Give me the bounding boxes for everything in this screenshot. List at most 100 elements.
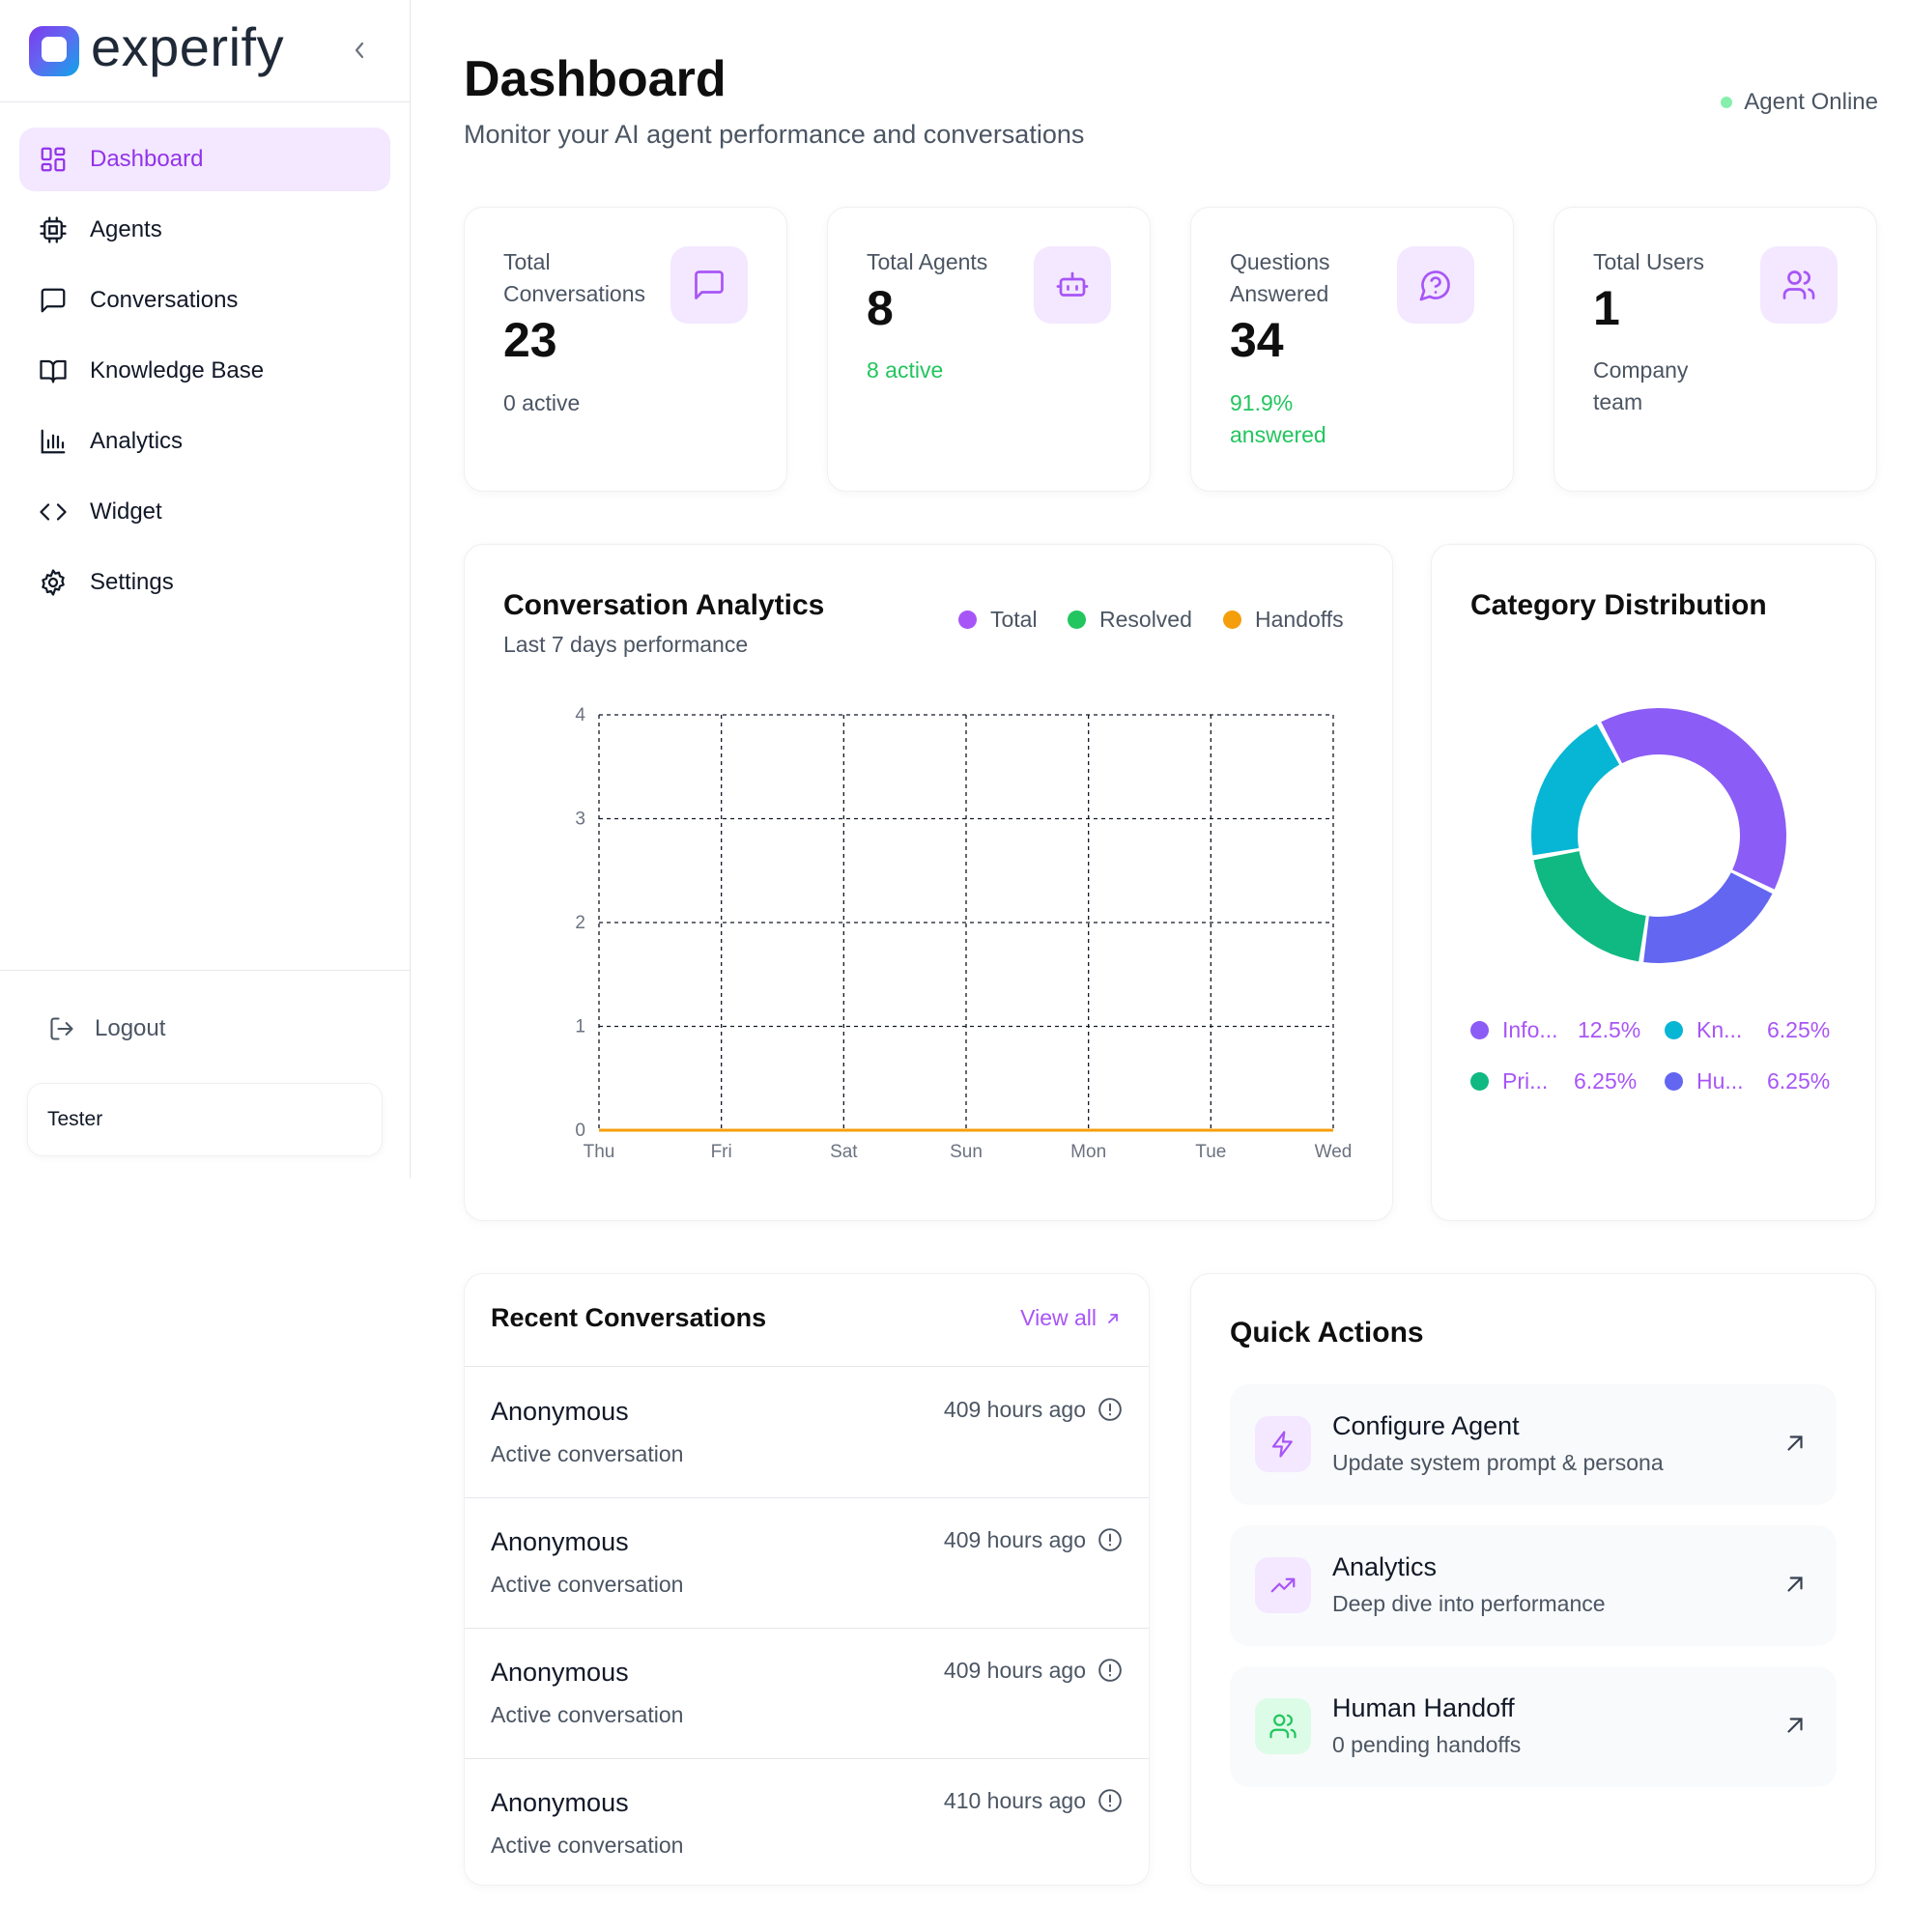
category-value: 6.25%: [1574, 1068, 1638, 1094]
sidebar-item-settings[interactable]: Settings: [19, 551, 390, 614]
x-tick-label: Thu: [584, 1142, 615, 1162]
stat-label: Questions Answered: [1230, 249, 1330, 306]
legend-item-resolved: Resolved: [1068, 607, 1192, 633]
alert-circle-icon: [1098, 1789, 1122, 1812]
chevron-left-icon: [355, 42, 364, 59]
quick-action-subtitle: Deep dive into performance: [1332, 1591, 1606, 1616]
sidebar-item-conversations[interactable]: Conversations: [19, 269, 390, 332]
category-value: 6.25%: [1767, 1068, 1831, 1094]
donut-slice[interactable]: [1533, 851, 1646, 962]
conversation-status: Active conversation: [491, 1572, 684, 1597]
arrow-up-right-icon: [1787, 1718, 1803, 1733]
conversation-row[interactable]: Anonymous Active conversation 409 hours …: [465, 1368, 1149, 1498]
conversation-row[interactable]: Anonymous Active conversation 409 hours …: [465, 1629, 1149, 1759]
category-legend-item: Pri...: [1470, 1068, 1548, 1094]
user-profile[interactable]: Tester: [27, 1083, 383, 1156]
quick-action-analytics[interactable]: Analytics Deep dive into performance: [1230, 1525, 1837, 1646]
legend-dot: [958, 611, 977, 629]
brand: experify: [0, 0, 410, 102]
users-icon: [1760, 246, 1838, 324]
cpu-icon: [39, 215, 68, 244]
user-name: Tester: [47, 1108, 103, 1130]
brand-logo: [29, 25, 79, 76]
conversation-time: 410 hours ago: [943, 1788, 1086, 1813]
donut-slice[interactable]: [1643, 872, 1773, 963]
sidebar-item-analytics[interactable]: Analytics: [19, 410, 390, 473]
arrow-up-right-icon: [1787, 1435, 1803, 1451]
stat-value: 23: [503, 313, 557, 367]
x-tick-label: Sun: [950, 1142, 983, 1162]
help-message-icon: [1397, 246, 1474, 324]
quick-action-title: Analytics: [1332, 1552, 1438, 1581]
legend-label: Total: [990, 607, 1038, 632]
quick-action-title: Human Handoff: [1332, 1693, 1515, 1722]
arrow-up-right-icon: [1108, 1313, 1118, 1323]
sidebar-item-knowledge-base[interactable]: Knowledge Base: [19, 339, 390, 403]
sidebar-item-label: Widget: [90, 498, 162, 525]
category-name: Info...: [1502, 1017, 1558, 1042]
legend-dot: [1665, 1021, 1683, 1039]
legend-dot: [1470, 1021, 1489, 1039]
conversation-row[interactable]: Anonymous Active conversation 410 hours …: [465, 1759, 1149, 1885]
quick-action-configure-agent[interactable]: Configure Agent Update system prompt & p…: [1230, 1384, 1837, 1505]
conversation-name: Anonymous: [491, 1527, 629, 1556]
legend-label: Handoffs: [1255, 607, 1344, 632]
sidebar-item-label: Knowledge Base: [90, 357, 265, 384]
legend-dot: [1223, 611, 1241, 629]
legend-item-total: Total: [958, 607, 1038, 633]
sidebar: experify Dashboard Agents Conversations: [0, 0, 411, 1179]
bar-chart-icon: [39, 427, 68, 456]
book-open-icon: [39, 356, 68, 385]
stat-label: Total Conversations: [503, 249, 646, 306]
y-tick-label: 2: [575, 913, 585, 933]
logout-button[interactable]: Logout: [48, 1015, 165, 1042]
y-tick-label: 3: [575, 810, 585, 830]
sidebar-item-agents[interactable]: Agents: [19, 198, 390, 262]
collapse-sidebar-button[interactable]: [346, 33, 373, 68]
conversation-row[interactable]: Anonymous Active conversation 409 hours …: [465, 1498, 1149, 1629]
layout-dashboard-icon: [39, 145, 68, 174]
sidebar-item-label: Dashboard: [90, 146, 204, 172]
quick-actions-title: Quick Actions: [1230, 1317, 1424, 1349]
y-tick-label: 0: [575, 1121, 585, 1141]
x-tick-label: Mon: [1070, 1142, 1106, 1162]
sidebar-footer: Logout Tester: [0, 970, 411, 1179]
code-icon: [39, 497, 68, 526]
sidebar-item-dashboard[interactable]: Dashboard: [19, 128, 390, 191]
conversation-time: 409 hours ago: [943, 1658, 1086, 1683]
quick-action-human-handoff[interactable]: Human Handoff 0 pending handoffs: [1230, 1666, 1837, 1787]
stat-sub: 91.9% answered: [1230, 390, 1326, 447]
donut-slice[interactable]: [1601, 708, 1786, 890]
conversation-analytics-card: Conversation Analytics Last 7 days perfo…: [464, 544, 1393, 1221]
y-tick-label: 4: [575, 705, 585, 725]
category-legend-item: Info...: [1470, 1017, 1558, 1043]
page-title: Dashboard: [464, 51, 727, 107]
x-tick-label: Tue: [1195, 1142, 1226, 1162]
brand-name: experify: [91, 16, 285, 77]
recent-conversations-card: Recent Conversations View all Anonymous …: [464, 1273, 1150, 1886]
recent-header: Recent Conversations View all: [465, 1274, 1149, 1367]
view-all-link[interactable]: View all: [1020, 1305, 1120, 1331]
sidebar-item-label: Conversations: [90, 287, 239, 313]
donut-slice[interactable]: [1531, 724, 1620, 856]
legend-label: Resolved: [1099, 607, 1192, 632]
trending-up-icon: [1255, 1557, 1311, 1613]
line-chart: 0 1 2 3 4 Thu Fri Sat Sun Mon Tue Wed: [575, 705, 1352, 1162]
sidebar-item-widget[interactable]: Widget: [19, 480, 390, 544]
quick-action-subtitle: 0 pending handoffs: [1332, 1732, 1522, 1757]
sidebar-item-label: Settings: [90, 569, 174, 595]
stat-label: Total Agents: [867, 249, 988, 274]
stat-label: Total Users: [1593, 249, 1705, 274]
users-icon: [1255, 1698, 1311, 1754]
conversation-status: Active conversation: [491, 1702, 684, 1727]
logout-icon: [50, 1017, 73, 1040]
category-name: Kn...: [1696, 1017, 1743, 1042]
donut-chart: [1531, 708, 1786, 963]
sidebar-item-label: Analytics: [90, 428, 184, 454]
recent-title: Recent Conversations: [491, 1303, 767, 1332]
bot-icon: [1034, 246, 1111, 324]
page-subtitle: Monitor your AI agent performance and co…: [464, 120, 1085, 149]
gear-icon: [39, 568, 68, 597]
alert-circle-icon: [1098, 1659, 1122, 1682]
conversation-time: 409 hours ago: [943, 1527, 1086, 1552]
